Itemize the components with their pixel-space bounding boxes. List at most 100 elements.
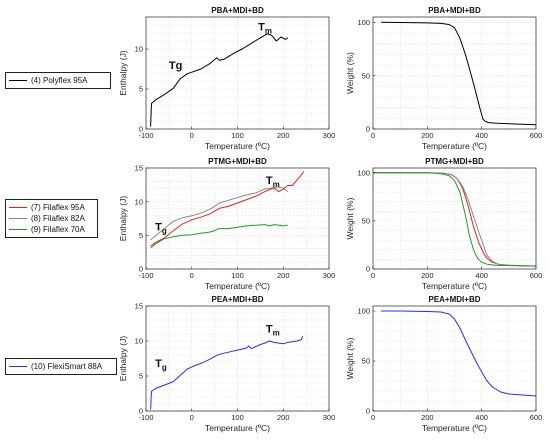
annotation-label: Tg — [169, 60, 182, 72]
x-tick-label: 400 — [475, 413, 488, 422]
series-line — [150, 33, 289, 127]
series-line — [150, 171, 305, 247]
annotation-main: T — [258, 22, 265, 34]
legend-swatch — [9, 80, 27, 81]
x-tick-label: 0 — [371, 131, 375, 140]
axes-frame — [372, 16, 537, 130]
legend-pea: (10) FlexiSmart 88A — [5, 358, 117, 375]
series-line — [150, 186, 289, 241]
x-tick-label: 600 — [530, 271, 543, 280]
annotation-main: T — [266, 324, 273, 336]
x-tick-label: 200 — [421, 131, 434, 140]
annotation-label: Tm — [266, 175, 280, 189]
annotation-label: Tm — [266, 324, 280, 338]
x-tick-label: -100 — [138, 131, 153, 140]
y-tick-label: 15 — [135, 302, 143, 311]
y-axis-label: Weight (%) — [345, 337, 355, 379]
legend-label: (7) Filaflex 95A — [31, 203, 85, 212]
y-tick-label: 100 — [357, 307, 370, 316]
x-tick-label: 600 — [530, 413, 543, 422]
axes-frame — [372, 305, 537, 412]
annotation-subscript: g — [162, 227, 167, 236]
legend-entry: (7) Filaflex 95A — [9, 202, 94, 213]
legend-label: (10) FlexiSmart 88A — [31, 362, 103, 371]
y-tick-label: 5 — [139, 231, 143, 240]
annotation-subscript: m — [265, 27, 272, 36]
y-tick-label: 0 — [139, 265, 143, 274]
annotation-main: T — [155, 222, 162, 234]
chart-title: PBA+MDI+BD — [428, 6, 481, 15]
chart-panel: -100 0 100 200 300051015PTMG+MDI+BDTemperatu… — [118, 157, 335, 291]
series-line — [381, 21, 537, 126]
annotation-label: Tg — [155, 222, 167, 236]
y-tick-label: 5 — [139, 85, 143, 94]
legend-ptmg: (7) Filaflex 95A (8) Filaflex 82A (9) Fila… — [5, 199, 98, 238]
y-tick-label: 100 — [357, 18, 370, 27]
y-tick-label: 10 — [135, 337, 143, 346]
axes-frame — [372, 167, 537, 270]
chart-title: PTMG+MDI+BD — [208, 157, 267, 166]
x-tick-label: 0 — [190, 271, 194, 280]
y-tick-label: 0 — [139, 407, 143, 416]
annotation-label: Tm — [258, 22, 272, 36]
x-tick-label: -100 — [138, 271, 153, 280]
legend-swatch — [9, 229, 27, 230]
y-axis-label: Enthalpy (J) — [118, 196, 128, 242]
legend-swatch — [9, 366, 27, 367]
y-axis-label: Enthalpy (J) — [118, 50, 128, 96]
y-tick-label: 0 — [366, 407, 370, 416]
x-axis-label: Temperature (ºC) — [422, 423, 487, 433]
legend-entry: (4) Polyflex 95A — [9, 75, 107, 86]
x-tick-label: 200 — [277, 271, 290, 280]
y-tick-label: 50 — [362, 71, 370, 80]
grid — [373, 17, 536, 129]
chart-title: PEA+MDI+BD — [428, 295, 480, 304]
chart-title: PTMG+MDI+BD — [425, 157, 484, 166]
legend-label: (9) Filaflex 70A — [31, 225, 85, 234]
y-tick-label: 50 — [362, 217, 370, 226]
series-line — [381, 310, 537, 397]
x-tick-label: 300 — [323, 131, 336, 140]
x-axis-label: Temperature (ºC) — [205, 281, 270, 291]
grid — [373, 168, 536, 269]
series-line — [373, 172, 537, 267]
grid — [146, 17, 329, 129]
y-tick-label: 15 — [135, 164, 143, 173]
x-tick-label: 0 — [371, 413, 375, 422]
series-line — [150, 224, 288, 249]
x-axis-label: Temperature (ºC) — [422, 141, 487, 151]
annotation-main: T — [266, 175, 273, 187]
plot-area — [373, 17, 536, 129]
y-tick-label: 5 — [139, 372, 143, 381]
x-axis-label: Temperature (ºC) — [205, 423, 270, 433]
y-axis-label: Weight (%) — [345, 197, 355, 239]
x-tick-label: 200 — [421, 271, 434, 280]
x-tick-label: 0 — [371, 271, 375, 280]
x-tick-label: 400 — [475, 131, 488, 140]
x-axis-label: Temperature (ºC) — [422, 281, 487, 291]
chart-title: PBA+MDI+BD — [211, 6, 264, 15]
y-axis-label: Weight (%) — [345, 52, 355, 94]
x-axis-label: Temperature (ºC) — [205, 141, 270, 151]
grid — [146, 306, 329, 411]
chart-panel: 0 200 400 600 0 50 100 PEA+MDI+BD Temperature (º… — [345, 295, 542, 433]
x-tick-label: 200 — [277, 413, 290, 422]
x-tick-label: 300 — [323, 413, 336, 422]
x-tick-label: 0 — [190, 413, 194, 422]
x-tick-label: -100 — [138, 413, 153, 422]
legend-label: (4) Polyflex 95A — [31, 76, 88, 85]
legend-swatch — [9, 207, 27, 208]
chart-panel: -100 0 100 200 300051015PEA+MDI+BDTemperatur… — [118, 295, 335, 433]
y-tick-label: 0 — [139, 125, 143, 134]
y-axis-label: Enthalpy (J) — [118, 336, 128, 382]
annotation-label: Tg — [155, 358, 167, 372]
y-tick-label: 0 — [366, 265, 370, 274]
x-tick-label: 100 — [231, 271, 244, 280]
legend-entry: (8) Filaflex 82A — [9, 213, 94, 224]
y-tick-label: 10 — [135, 197, 143, 206]
annotation-subscript: g — [162, 363, 167, 372]
chart-panel: -100 0 100 200 3000510PBA+MDI+BDTemperature … — [118, 6, 335, 151]
chart-panel: 0 200 400 600 0 50 100 PBA+MDI+BD Temperature (º… — [345, 6, 542, 151]
y-tick-label: 0 — [366, 125, 370, 134]
